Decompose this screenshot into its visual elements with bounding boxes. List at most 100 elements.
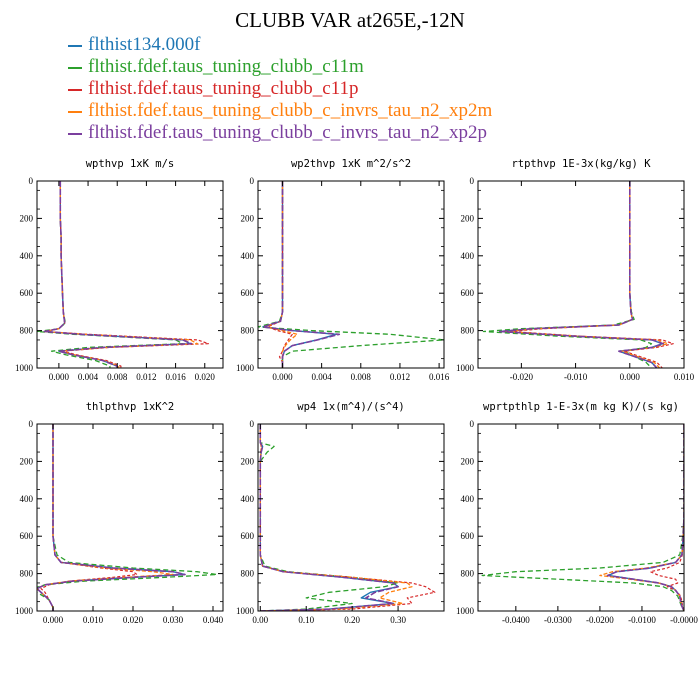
series-group [37, 181, 209, 368]
y-tick-label: 400 [461, 494, 475, 504]
y-tick-label: 600 [241, 531, 255, 541]
x-tick-label: -0.020 [510, 372, 534, 382]
series-line [606, 424, 684, 611]
legend-swatch [68, 88, 82, 91]
y-tick-label: 200 [20, 213, 34, 223]
plot-frame [257, 180, 445, 369]
y-tick-label: 400 [461, 251, 475, 261]
plot-frame [257, 423, 445, 612]
legend-swatch [68, 44, 82, 47]
legend-swatch [68, 132, 82, 135]
panel-title: rtpthvp 1E-3x(kg/kg) K [511, 158, 651, 170]
y-tick-label: 1000 [236, 606, 255, 616]
x-tick-label: -0.0100 [628, 615, 656, 625]
series-group [482, 181, 674, 368]
x-tick-label: 0.020 [195, 372, 216, 382]
y-tick-label: 600 [241, 288, 255, 298]
x-tick-label: -0.0200 [586, 615, 614, 625]
chart-panel: thlpthvp 1xK^2 0 200 400 600 800 1000 0.000 0.01… [15, 401, 224, 625]
x-tick-label: 0.016 [165, 372, 186, 382]
x-tick-label: 0.030 [163, 615, 184, 625]
series-line [599, 424, 684, 611]
y-tick-label: 0 [470, 176, 475, 186]
y-tick-label: 200 [461, 213, 475, 223]
x-tick-label: 0.30 [390, 615, 406, 625]
series-line [509, 181, 674, 368]
x-tick-label: 0.20 [344, 615, 360, 625]
legend: flthist134.000f flthist.fdef.taus_tuning… [68, 34, 492, 144]
series-group [259, 424, 436, 611]
series-line [40, 424, 138, 611]
y-tick-label: 600 [461, 531, 475, 541]
panel-title: thlpthvp 1xK^2 [86, 401, 175, 413]
x-tick-label: 0.008 [107, 372, 128, 382]
y-tick-label: 0 [250, 176, 255, 186]
x-tick-label: 0.010 [674, 372, 695, 382]
x-tick-label: 0.000 [620, 372, 641, 382]
legend-label: flthist.fdef.taus_tuning_clubb_c11p [88, 78, 359, 99]
x-tick-label: 0.008 [351, 372, 372, 382]
y-tick-label: 0 [470, 419, 475, 429]
y-tick-label: 800 [20, 326, 34, 336]
panel-title: wp4 1x(m^4)/(s^4) [297, 401, 404, 413]
y-tick-label: 800 [461, 326, 475, 336]
chart-panel: rtpthvp 1E-3x(kg/kg) K 0 200 400 600 800 1000 -… [456, 158, 695, 382]
y-tick-label: 600 [461, 288, 475, 298]
series-line [259, 424, 436, 611]
y-tick-label: 800 [20, 569, 34, 579]
series-line [37, 181, 184, 368]
y-tick-label: 0 [250, 419, 255, 429]
series-line [262, 181, 341, 368]
legend-item: flthist.fdef.taus_tuning_clubb_c_invrs_t… [68, 122, 492, 144]
series-line [259, 424, 399, 611]
panel-title: wpthvp 1xK m/s [86, 158, 175, 170]
plot-frame [36, 423, 224, 612]
legend-item: flthist.fdef.taus_tuning_clubb_c11p [68, 78, 492, 100]
legend-item: flthist.fdef.taus_tuning_clubb_c11m [68, 56, 492, 78]
y-tick-label: 1000 [15, 606, 34, 616]
series-line [267, 181, 293, 368]
legend-item: flthist.fdef.taus_tuning_clubb_c_invrs_t… [68, 100, 492, 122]
x-tick-label: 0.004 [78, 372, 99, 382]
series-line [264, 181, 298, 368]
series-group [481, 424, 684, 611]
legend-swatch [68, 110, 82, 113]
y-tick-label: 800 [461, 569, 475, 579]
figure-title: CLUBB VAR at265E,-12N [235, 8, 465, 32]
series-group [258, 181, 444, 368]
plot-frame [36, 180, 224, 369]
y-tick-label: 200 [241, 456, 255, 466]
chart-panel: wp2thvp 1xK m^2/s^2 0 200 400 600 800 1000 0.00… [236, 158, 450, 382]
series-group [37, 424, 218, 611]
x-tick-label: -0.0000 [670, 615, 698, 625]
y-tick-label: 800 [241, 326, 255, 336]
y-tick-label: 200 [461, 456, 475, 466]
legend-label: flthist.fdef.taus_tuning_clubb_c11m [88, 56, 364, 77]
x-tick-label: 0.000 [272, 372, 293, 382]
series-line [262, 181, 337, 368]
series-line [259, 424, 399, 611]
y-tick-label: 200 [20, 456, 34, 466]
x-tick-label: 0.016 [429, 372, 450, 382]
x-tick-label: 0.000 [43, 615, 64, 625]
y-tick-label: 400 [241, 494, 255, 504]
y-tick-label: 400 [20, 494, 34, 504]
series-line [498, 181, 665, 368]
y-tick-label: 400 [241, 251, 255, 261]
x-tick-label: 0.040 [203, 615, 224, 625]
legend-item: flthist134.000f [68, 34, 492, 56]
y-tick-label: 1000 [456, 606, 475, 616]
y-tick-label: 0 [29, 419, 34, 429]
x-tick-label: 0.012 [136, 372, 156, 382]
series-line [258, 181, 444, 368]
series-line [259, 424, 413, 611]
y-tick-label: 800 [241, 569, 255, 579]
chart-panel: wpthvp 1xK m/s 0 200 400 600 800 1000 0.000 0.00… [15, 158, 224, 382]
legend-label: flthist.fdef.taus_tuning_clubb_c_invrs_t… [88, 100, 493, 121]
y-tick-label: 0 [29, 176, 34, 186]
legend-swatch [68, 66, 82, 69]
y-tick-label: 1000 [236, 363, 255, 373]
y-tick-label: 400 [20, 251, 34, 261]
